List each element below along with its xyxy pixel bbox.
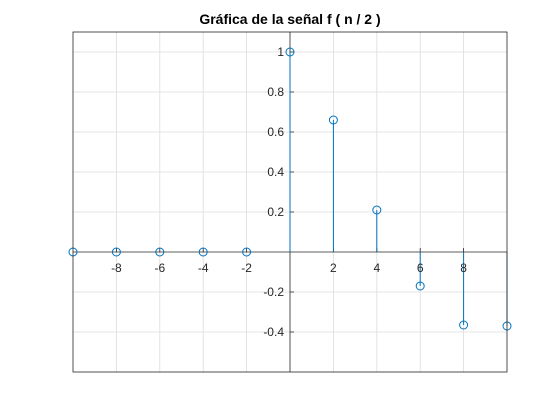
- tick-labels: -8 -6 -4 -2 2 4 6 8 -0.4 -0.2 0.2 0.4 0.6 0.8 1: [111, 45, 467, 339]
- y-tick-label: 0.6: [267, 125, 284, 139]
- chart-title: Gráfica de la señal f ( n / 2 ): [199, 11, 380, 27]
- stem-marker: [285, 47, 295, 57]
- stem-marker: [111, 247, 121, 257]
- y-tick-label: 1: [277, 45, 284, 59]
- stem-marker: [415, 281, 425, 291]
- x-tick-label: 8: [460, 261, 467, 275]
- stem-marker: [155, 247, 165, 257]
- x-tick-label: -2: [241, 261, 252, 275]
- stem-marker: [328, 115, 338, 125]
- y-tick-label: 0.8: [267, 85, 284, 99]
- x-tick-label: -8: [111, 261, 122, 275]
- x-tick-label: 2: [330, 261, 337, 275]
- markers: [68, 47, 512, 331]
- y-tick-label: -0.2: [263, 285, 284, 299]
- x-tick-label: -6: [154, 261, 165, 275]
- stem-marker: [242, 247, 252, 257]
- stem-marker: [198, 247, 208, 257]
- plot-box: [72, 31, 508, 373]
- y-tick-label: 0.2: [267, 205, 284, 219]
- y-tick-label: 0.4: [267, 165, 284, 179]
- y-tick-label: -0.4: [263, 325, 284, 339]
- stem-marker: [459, 320, 469, 330]
- x-tick-label: 4: [373, 261, 380, 275]
- stem-marker: [372, 205, 382, 215]
- x-tick-label: -4: [198, 261, 209, 275]
- x-tick-label: 6: [417, 261, 424, 275]
